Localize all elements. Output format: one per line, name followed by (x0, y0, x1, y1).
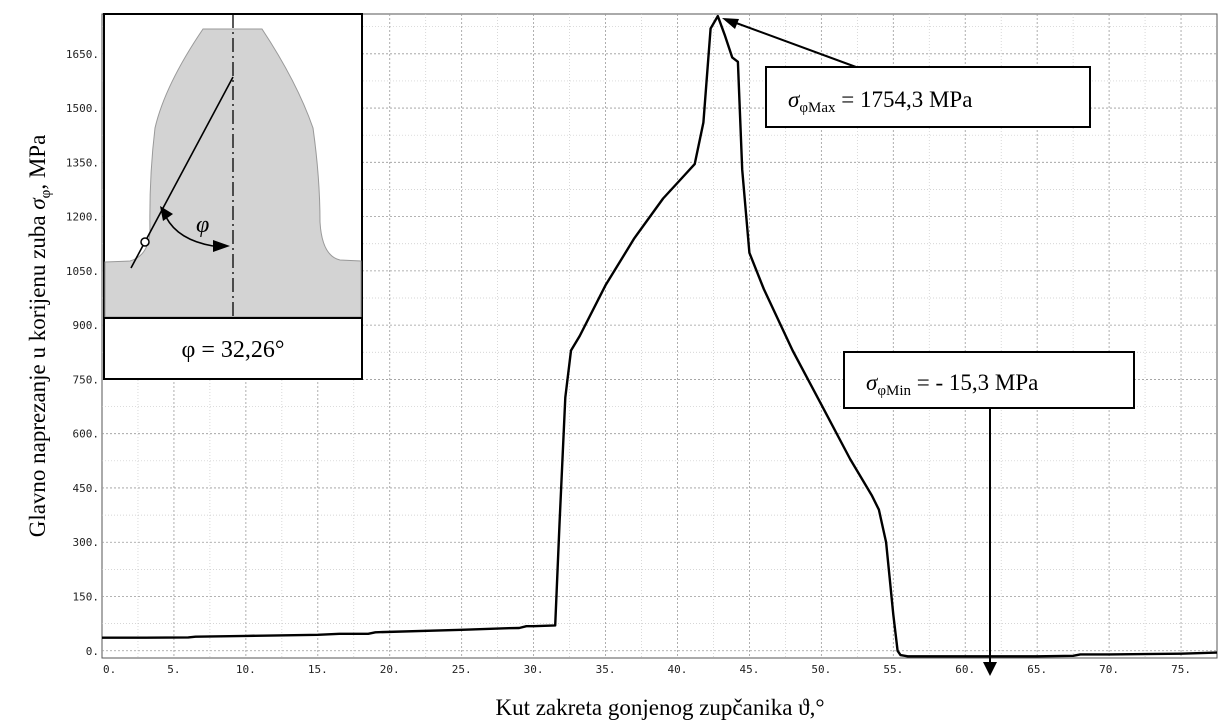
y-tick-label: 300. (73, 536, 100, 549)
inset: φ φ = 32,26° (103, 13, 363, 380)
angle-label-box (103, 317, 363, 380)
x-tick-label: 60. (955, 663, 975, 676)
y-tick-label: 1050. (66, 265, 99, 278)
min-callout-label: σφMin = - 15,3 MPa (866, 370, 1038, 399)
x-tick-label: 75. (1171, 663, 1191, 676)
series-layer (102, 14, 1218, 658)
y-tick-label: 150. (73, 590, 100, 603)
y-tick-label: 600. (73, 428, 100, 441)
x-tick-label: 45. (739, 663, 759, 676)
x-tick-label: 65. (1027, 663, 1047, 676)
min-callout-arrowhead (983, 662, 997, 676)
y-axis-title: Glavno naprezanje u korijenu zuba σφ, MP… (25, 135, 54, 538)
y-tick-label: 900. (73, 319, 100, 332)
max-callout-arrowhead (722, 18, 739, 29)
tooth-profile (104, 28, 362, 318)
angle-ray (130, 76, 234, 269)
y-tick-label: 0. (86, 645, 99, 658)
max-callout: σφMax = 1754,3 MPa (722, 18, 1091, 128)
angle-arc-arrowhead-end (213, 240, 230, 252)
angle-arc-arrowhead-start (160, 206, 173, 221)
y-tick-label: 450. (73, 482, 100, 495)
x-tick-label: 40. (668, 663, 688, 676)
y-tick-label: 1200. (66, 211, 99, 224)
y-tick-label: 1650. (66, 48, 99, 61)
max-callout-label: σφMax = 1754,3 MPa (788, 87, 972, 116)
min-callout-box (843, 351, 1135, 409)
x-tick-label: 5. (167, 663, 180, 676)
x-tick-label: 35. (596, 663, 616, 676)
x-tick-label: 50. (811, 663, 831, 676)
angle-arc (165, 216, 214, 247)
critical-point-marker (140, 237, 150, 247)
x-tick-label: 20. (380, 663, 400, 676)
y-tick-label: 1350. (66, 156, 99, 169)
x-tick-label: 25. (452, 663, 472, 676)
angle-label: φ = 32,26° (182, 337, 285, 363)
y-tick-label: 1500. (66, 102, 99, 115)
x-tick-label: 0. (103, 663, 116, 676)
x-axis-title: Kut zakreta gonjenog zupčanika ϑ,° (495, 695, 824, 720)
x-tick-label: 10. (236, 663, 256, 676)
angle-symbol: φ (196, 212, 209, 238)
x-tick-label: 55. (883, 663, 903, 676)
x-tick-labels: 0. 5. 10. 15. 20. 25. 30. 35. 40. 45. 50. 55. 60. 65.… (103, 663, 1191, 676)
x-tick-label: 70. (1099, 663, 1119, 676)
min-callout: σφMin = - 15,3 MPa (843, 351, 1135, 676)
max-callout-arrow (727, 19, 857, 68)
y-tick-label: 750. (73, 373, 100, 386)
x-tick-label: 15. (308, 663, 328, 676)
x-tick-label: 30. (524, 663, 544, 676)
max-callout-box (765, 66, 1091, 128)
y-tick-labels: 0. 150. 300. 450. 600. 750. 900. 1050. 1200. 1350… (66, 48, 99, 658)
series-line (102, 14, 1218, 658)
